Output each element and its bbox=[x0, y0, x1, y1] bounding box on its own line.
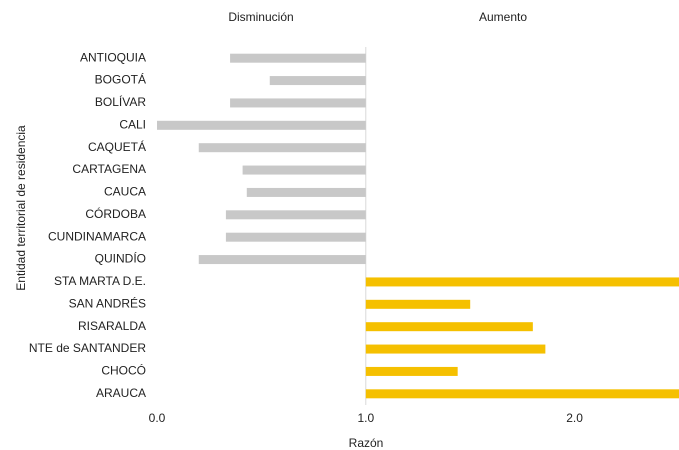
y-tick-label: SAN ANDRÉS bbox=[69, 295, 146, 310]
bar bbox=[225, 232, 366, 242]
bar bbox=[269, 76, 366, 86]
bar bbox=[157, 120, 366, 130]
y-axis-label: Entidad territorial de residencia bbox=[14, 125, 28, 291]
bar bbox=[365, 389, 679, 399]
y-tick-label: ARAUCA bbox=[96, 386, 146, 400]
y-tick-label: CARTAGENA bbox=[72, 162, 146, 176]
bar bbox=[225, 210, 366, 220]
series-heading: Aumento bbox=[479, 10, 527, 24]
bar bbox=[365, 322, 533, 332]
y-tick-label: STA MARTA D.E. bbox=[54, 274, 146, 288]
y-tick-label: RISARALDA bbox=[78, 319, 146, 333]
bar bbox=[365, 366, 458, 376]
bar bbox=[365, 344, 546, 354]
y-tick-label: BOGOTÁ bbox=[95, 72, 146, 87]
bar bbox=[198, 143, 366, 153]
x-axis-label: Razón bbox=[349, 436, 384, 450]
y-tick-label: CALI bbox=[119, 117, 146, 131]
bar bbox=[365, 299, 471, 309]
bar bbox=[230, 98, 366, 108]
y-tick-label: NTE de SANTANDER bbox=[29, 341, 146, 355]
bar bbox=[198, 255, 366, 265]
bar bbox=[242, 165, 366, 175]
y-tick-label: CAUCA bbox=[104, 185, 146, 199]
bar bbox=[365, 277, 679, 287]
x-tick-label: 1.0 bbox=[357, 411, 374, 425]
y-tick-label: CÓRDOBA bbox=[85, 206, 146, 221]
bar bbox=[230, 53, 366, 63]
y-tick-label: CAQUETÁ bbox=[88, 139, 146, 154]
y-tick-label: CHOCÓ bbox=[101, 363, 146, 378]
y-tick-label: CUNDINAMARCA bbox=[48, 229, 146, 243]
y-tick-label: QUINDÍO bbox=[95, 251, 146, 266]
y-tick-label: ANTIOQUIA bbox=[80, 50, 146, 64]
x-tick-label: 2.0 bbox=[566, 411, 583, 425]
y-tick-label: BOLÍVAR bbox=[95, 94, 146, 109]
bar bbox=[246, 187, 366, 197]
series-heading: Disminución bbox=[228, 10, 293, 24]
x-tick-label: 0.0 bbox=[149, 411, 166, 425]
